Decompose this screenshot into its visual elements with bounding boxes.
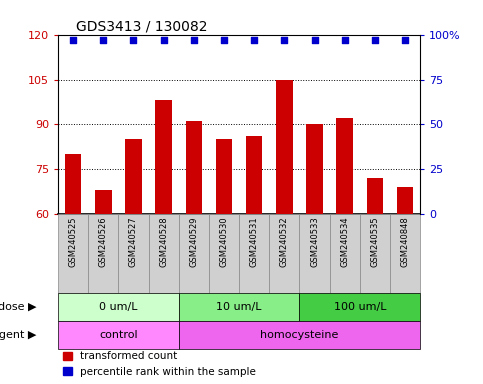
FancyBboxPatch shape — [58, 214, 88, 293]
Point — [281, 37, 288, 43]
Bar — [306, 124, 323, 214]
FancyBboxPatch shape — [58, 293, 179, 321]
Text: GSM240534: GSM240534 — [340, 217, 349, 267]
FancyBboxPatch shape — [179, 214, 209, 293]
Bar — [337, 119, 353, 214]
Text: GSM240527: GSM240527 — [129, 217, 138, 267]
Bar — [367, 179, 383, 214]
FancyBboxPatch shape — [88, 214, 118, 293]
Text: GSM240526: GSM240526 — [99, 217, 108, 267]
Text: 100 um/L: 100 um/L — [334, 302, 386, 312]
Point — [160, 37, 168, 43]
FancyBboxPatch shape — [299, 214, 330, 293]
Bar — [216, 139, 232, 214]
Point — [129, 37, 137, 43]
Text: GSM240532: GSM240532 — [280, 217, 289, 267]
FancyBboxPatch shape — [299, 293, 420, 321]
Text: dose ▶: dose ▶ — [0, 302, 37, 312]
Bar — [125, 139, 142, 214]
Point — [69, 37, 77, 43]
Text: GSM240531: GSM240531 — [250, 217, 259, 267]
Point — [401, 37, 409, 43]
Bar — [246, 136, 262, 214]
FancyBboxPatch shape — [209, 214, 239, 293]
Text: GSM240525: GSM240525 — [69, 217, 78, 267]
Bar — [397, 187, 413, 214]
Text: GSM240848: GSM240848 — [400, 217, 410, 268]
Text: 0 um/L: 0 um/L — [99, 302, 138, 312]
Bar — [185, 121, 202, 214]
Text: GSM240528: GSM240528 — [159, 217, 168, 267]
Legend: transformed count, percentile rank within the sample: transformed count, percentile rank withi… — [63, 351, 256, 377]
FancyBboxPatch shape — [239, 214, 270, 293]
Text: GSM240535: GSM240535 — [370, 217, 380, 267]
Bar — [65, 154, 81, 214]
FancyBboxPatch shape — [270, 214, 299, 293]
Point — [341, 37, 349, 43]
Text: 10 um/L: 10 um/L — [216, 302, 262, 312]
Point — [190, 37, 198, 43]
FancyBboxPatch shape — [118, 214, 149, 293]
FancyBboxPatch shape — [390, 214, 420, 293]
Point — [250, 37, 258, 43]
Text: GSM240530: GSM240530 — [219, 217, 228, 267]
Text: GDS3413 / 130082: GDS3413 / 130082 — [76, 20, 208, 33]
Point — [99, 37, 107, 43]
Text: GSM240529: GSM240529 — [189, 217, 199, 267]
Bar — [95, 190, 112, 214]
Text: homocysteine: homocysteine — [260, 330, 339, 340]
FancyBboxPatch shape — [58, 321, 179, 349]
Bar — [276, 79, 293, 214]
Point — [371, 37, 379, 43]
FancyBboxPatch shape — [360, 214, 390, 293]
Text: agent ▶: agent ▶ — [0, 330, 37, 340]
Point — [220, 37, 228, 43]
FancyBboxPatch shape — [330, 214, 360, 293]
FancyBboxPatch shape — [179, 293, 299, 321]
Text: control: control — [99, 330, 138, 340]
FancyBboxPatch shape — [149, 214, 179, 293]
Text: GSM240533: GSM240533 — [310, 217, 319, 268]
FancyBboxPatch shape — [179, 321, 420, 349]
Bar — [156, 101, 172, 214]
Point — [311, 37, 318, 43]
